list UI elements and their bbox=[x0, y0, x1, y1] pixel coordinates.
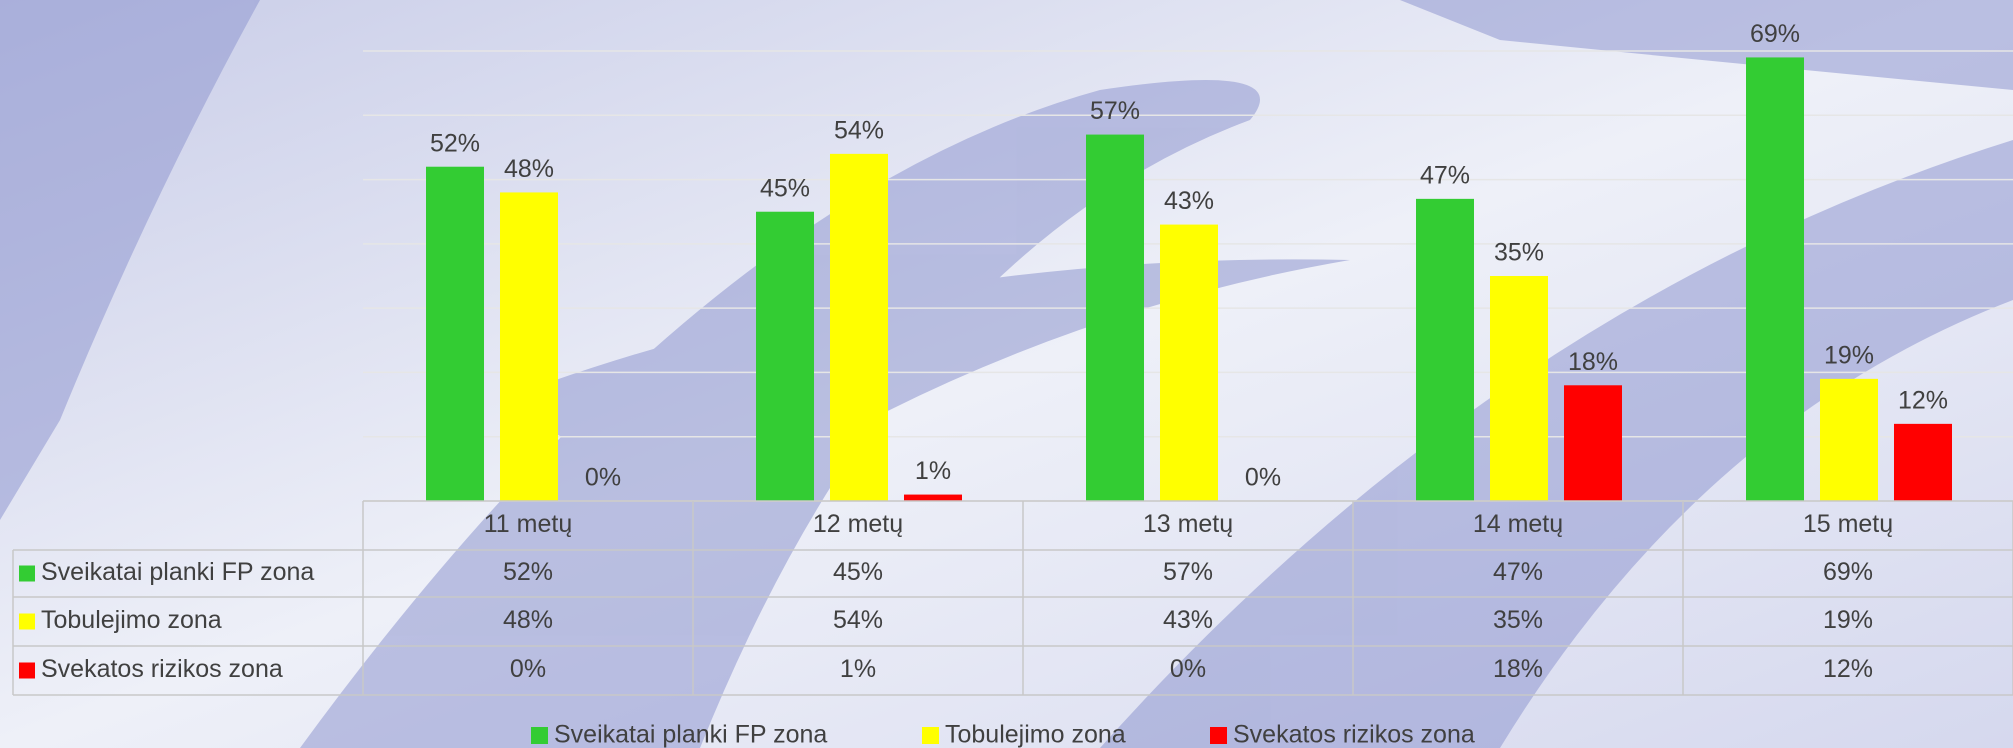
data-label: 35% bbox=[1494, 239, 1544, 267]
table-row-label: Tobulejimo zona bbox=[41, 606, 222, 634]
legend-key bbox=[531, 727, 548, 744]
table-legend-key bbox=[19, 565, 35, 582]
data-label: 47% bbox=[1420, 161, 1470, 189]
data-label: 19% bbox=[1824, 341, 1874, 369]
bar bbox=[1490, 276, 1548, 501]
bar bbox=[426, 166, 484, 501]
legend-key bbox=[1210, 727, 1227, 744]
table-cell: 45% bbox=[833, 558, 883, 586]
table-cell: 69% bbox=[1823, 558, 1873, 586]
table-cell: 57% bbox=[1163, 558, 1213, 586]
data-label: 57% bbox=[1090, 97, 1140, 125]
table-row-label: Svekatos rizikos zona bbox=[41, 655, 283, 683]
x-tick-label: 15 metų bbox=[1803, 510, 1893, 538]
x-tick-label: 12 metų bbox=[813, 510, 903, 538]
table-cell: 18% bbox=[1493, 655, 1543, 683]
bar bbox=[830, 153, 888, 501]
table-cell: 48% bbox=[503, 606, 553, 634]
table-cell: 1% bbox=[840, 655, 876, 683]
data-label: 69% bbox=[1750, 20, 1800, 48]
legend-label: Sveikatai planki FP zona bbox=[554, 721, 827, 748]
bar bbox=[1160, 224, 1218, 502]
legend-label: Tobulejimo zona bbox=[945, 721, 1126, 748]
legend-key bbox=[922, 727, 939, 744]
data-label: 52% bbox=[430, 129, 480, 157]
bar bbox=[1086, 134, 1144, 502]
data-label: 0% bbox=[585, 464, 621, 492]
table-cell: 52% bbox=[503, 558, 553, 586]
bar bbox=[756, 211, 814, 501]
table-cell: 47% bbox=[1493, 558, 1543, 586]
bar bbox=[500, 192, 558, 501]
bar bbox=[1564, 385, 1622, 501]
x-tick-label: 13 metų bbox=[1143, 510, 1233, 538]
bar bbox=[1894, 423, 1952, 501]
bar bbox=[1416, 198, 1474, 501]
table-cell: 54% bbox=[833, 606, 883, 634]
bar bbox=[1746, 57, 1804, 502]
bar bbox=[904, 494, 962, 501]
table-cell: 19% bbox=[1823, 606, 1873, 634]
legend-label: Svekatos rizikos zona bbox=[1233, 721, 1475, 748]
x-tick-label: 14 metų bbox=[1473, 510, 1563, 538]
data-label: 45% bbox=[760, 174, 810, 202]
table-cell: 0% bbox=[510, 655, 546, 683]
table-row-label: Sveikatai planki FP zona bbox=[41, 558, 314, 586]
data-label: 54% bbox=[834, 116, 884, 144]
table-cell: 0% bbox=[1170, 655, 1206, 683]
data-label: 1% bbox=[915, 457, 951, 485]
x-tick-label: 11 metų bbox=[484, 510, 572, 538]
table-legend-key bbox=[19, 613, 35, 630]
table-cell: 43% bbox=[1163, 606, 1213, 634]
data-label: 18% bbox=[1568, 348, 1618, 376]
data-label: 0% bbox=[1245, 464, 1281, 492]
data-label: 48% bbox=[504, 155, 554, 183]
data-label: 12% bbox=[1898, 386, 1948, 414]
data-label: 43% bbox=[1164, 187, 1214, 215]
table-cell: 12% bbox=[1823, 655, 1873, 683]
table-legend-key bbox=[19, 662, 35, 679]
bar bbox=[1820, 378, 1878, 501]
table-cell: 35% bbox=[1493, 606, 1543, 634]
